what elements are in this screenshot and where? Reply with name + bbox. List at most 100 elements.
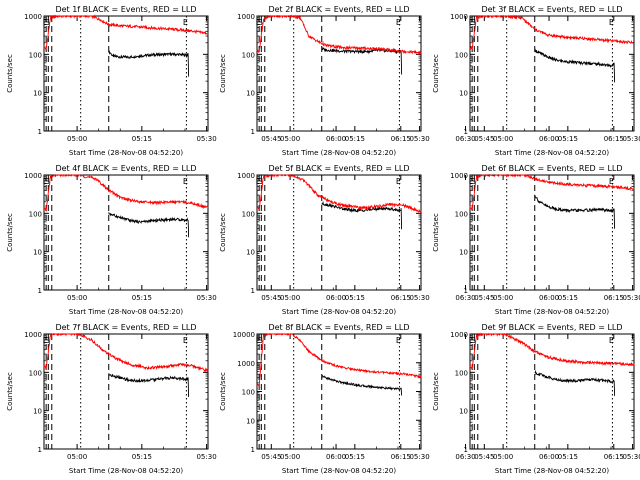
events-trace (321, 374, 403, 396)
event-marker-label: S (471, 336, 476, 345)
x-tick-label: 05:30 (622, 453, 640, 461)
event-marker-label: E (396, 177, 401, 186)
lld-trace (256, 14, 422, 56)
x-tick-label: 05:30 (196, 135, 216, 143)
chart-title: Det 1f BLACK = Events, RED = LLD (55, 5, 196, 14)
y-axis-label: Counts/sec (6, 213, 14, 252)
plot-frame (469, 174, 635, 291)
y-tick-label: 10 (459, 249, 468, 257)
lld-trace (256, 173, 422, 213)
y-tick-label: 1 (464, 287, 468, 295)
event-marker-label: S (471, 177, 476, 186)
x-tick-label: 06:30 (455, 453, 475, 461)
event-marker-label: E (609, 177, 614, 186)
chart-title: Det 9f BLACK = Events, RED = LLD (481, 323, 622, 332)
plot-frame (256, 333, 422, 450)
x-tick-label: 06:30 (455, 135, 475, 143)
detector-panel: Det 8f BLACK = Events, RED = LLD11010010… (219, 323, 624, 475)
x-tick-label: 05:45 (474, 294, 494, 302)
event-marker-label: E (43, 336, 48, 345)
y-tick-label: 1000 (24, 331, 42, 339)
plot-frame (43, 15, 209, 132)
y-tick-label: 10000 (233, 331, 255, 339)
x-axis-label: Start Time (28-Nov-08 04:52:20) (282, 308, 396, 316)
event-marker-label: S (258, 18, 263, 27)
x-tick-label: 05:15 (132, 135, 152, 143)
plot-frame (256, 174, 422, 291)
event-marker-label: E (609, 336, 614, 345)
detector-panel: Det 6f BLACK = Events, RED = LLD 1 10 100 10… (432, 164, 640, 316)
x-tick-label: 06:15 (391, 453, 411, 461)
y-tick-label: 1 (38, 287, 42, 295)
x-tick-label: 06:00 (539, 135, 559, 143)
chart-title: Det 8f BLACK = Events, RED = LLD (268, 323, 409, 332)
x-axis-label: Start Time (28-Nov-08 04:52:20) (495, 308, 609, 316)
y-tick-label: 1000 (24, 172, 42, 180)
y-axis-label: Counts/sec (219, 372, 227, 411)
event-marker-label: E (609, 18, 614, 27)
lld-trace (43, 332, 209, 373)
y-tick-label: 1 (251, 446, 255, 454)
y-tick-label: 10 (33, 249, 42, 257)
x-tick-label: 06:00 (326, 453, 346, 461)
x-tick-label: 05:00 (67, 294, 87, 302)
y-tick-label: 1 (38, 446, 42, 454)
x-tick-label: 06:30 (455, 294, 475, 302)
events-trace (534, 48, 616, 83)
y-tick-label: 100 (242, 389, 255, 397)
y-tick-label: 1000 (450, 13, 468, 21)
y-tick-label: 1000 (237, 172, 255, 180)
detector-panel: Det 3f BLACK = Events, RED = LLD 1 10 100 10… (432, 5, 640, 157)
x-tick-label: 05:00 (67, 453, 87, 461)
y-tick-label: 1 (38, 128, 42, 136)
x-tick-label: 06:15 (391, 294, 411, 302)
y-tick-label: 1 (251, 287, 255, 295)
detector-panel: Det 7f BLACK = Events, RED = LLD11010010… (6, 323, 476, 475)
lld-trace (469, 332, 635, 370)
event-marker-label: E (43, 18, 48, 27)
y-tick-label: 10 (246, 249, 255, 257)
y-tick-label: 100 (242, 51, 255, 59)
y-axis-label: Counts/sec (432, 213, 440, 252)
x-tick-label: 05:30 (196, 453, 216, 461)
x-axis-label: Start Time (28-Nov-08 04:52:20) (69, 308, 183, 316)
event-marker-label: E (183, 177, 188, 186)
y-tick-label: 100 (29, 210, 42, 218)
events-trace (321, 200, 403, 230)
x-tick-label: 05:00 (493, 135, 513, 143)
event-marker-label: E (469, 18, 474, 27)
plot-frame (256, 15, 422, 132)
events-trace (534, 194, 616, 229)
y-tick-label: 100 (455, 369, 468, 377)
y-tick-label: 1000 (450, 172, 468, 180)
event-marker-label: E (469, 336, 474, 345)
y-tick-label: 100 (455, 210, 468, 218)
events-trace (108, 50, 190, 77)
x-tick-label: 05:30 (409, 135, 429, 143)
events-trace (108, 373, 190, 398)
x-axis-label: Start Time (28-Nov-08 04:52:20) (495, 149, 609, 157)
x-tick-label: 05:15 (558, 294, 578, 302)
x-tick-label: 06:00 (326, 135, 346, 143)
x-tick-label: 05:45 (474, 135, 494, 143)
x-tick-label: 05:30 (196, 294, 216, 302)
x-tick-label: 06:15 (391, 135, 411, 143)
x-tick-label: 05:15 (558, 453, 578, 461)
x-axis-label: Start Time (28-Nov-08 04:52:20) (282, 149, 396, 157)
x-tick-label: 05:30 (409, 453, 429, 461)
event-marker-label: E (183, 18, 188, 27)
event-marker-label: E (396, 336, 401, 345)
y-tick-label: 1000 (450, 331, 468, 339)
events-trace (534, 369, 616, 396)
x-tick-label: 05:00 (280, 135, 300, 143)
x-tick-label: 05:15 (345, 294, 365, 302)
x-tick-label: 06:00 (326, 294, 346, 302)
y-axis-label: Counts/sec (432, 54, 440, 93)
x-tick-label: 05:00 (493, 294, 513, 302)
detector-panel: Det 2f BLACK = Events, RED = LLD11010010… (219, 5, 624, 157)
event-marker-label: E (396, 18, 401, 27)
chart-title: Det 3f BLACK = Events, RED = LLD (481, 5, 622, 14)
plot-frame (43, 333, 209, 450)
chart-title: Det 7f BLACK = Events, RED = LLD (55, 323, 196, 332)
